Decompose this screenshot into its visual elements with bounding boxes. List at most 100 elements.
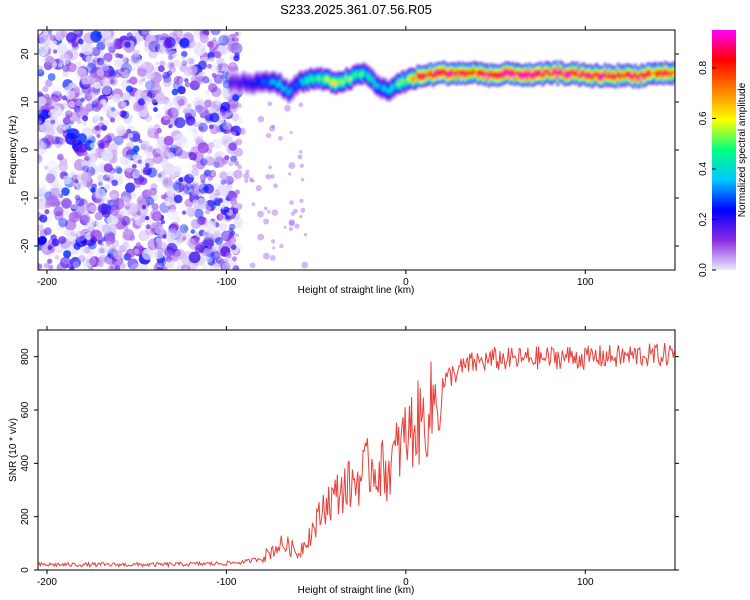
noise-cell — [128, 133, 133, 138]
noise-cell — [209, 57, 214, 62]
noise-cell — [48, 112, 52, 116]
noise-cell — [264, 206, 268, 210]
noise-cell — [67, 63, 76, 72]
noise-cell — [272, 209, 279, 216]
noise-cell — [250, 262, 256, 268]
noise-cell — [86, 63, 96, 73]
spectrogram-y-tick-label: 10 — [20, 96, 31, 108]
noise-cell — [132, 67, 137, 72]
noise-cell — [204, 110, 208, 114]
colorbar-tick-label: 0.8 — [698, 61, 709, 75]
noise-cell — [219, 171, 227, 179]
noise-cell — [211, 171, 216, 176]
snr-plot-area — [38, 343, 674, 567]
noise-cell — [123, 229, 135, 241]
colorbar-tick-label: 0.2 — [698, 212, 709, 226]
noise-cell — [299, 150, 303, 154]
noise-cell — [257, 211, 264, 218]
noise-cell — [98, 181, 103, 186]
noise-cell — [245, 170, 249, 174]
noise-cell — [133, 50, 140, 57]
noise-cell — [200, 174, 207, 181]
noise-cell — [301, 178, 305, 182]
noise-cell — [50, 105, 54, 109]
noise-cell — [80, 98, 85, 103]
noise-cell — [220, 188, 229, 197]
noise-cell — [97, 246, 108, 257]
noise-cell — [90, 142, 96, 148]
noise-cell — [121, 111, 129, 119]
spectrogram-y-label: Frequency (Hz) — [8, 116, 19, 185]
noise-cell — [266, 133, 271, 138]
noise-cell — [163, 75, 171, 83]
noise-cell — [116, 168, 122, 174]
noise-cell — [232, 256, 237, 261]
noise-cell — [185, 82, 191, 88]
noise-cell — [300, 164, 304, 168]
spectrogram-y-tick-label: 20 — [20, 48, 31, 60]
noise-cell — [299, 102, 304, 107]
noise-cell — [68, 101, 75, 108]
noise-cell — [165, 201, 170, 206]
noise-cell — [223, 207, 229, 213]
noise-cell — [179, 224, 188, 233]
noise-cell — [174, 195, 183, 204]
noise-cell — [82, 115, 88, 121]
noise-cell — [235, 189, 240, 194]
noise-cell — [155, 143, 166, 154]
noise-cell — [133, 180, 141, 188]
noise-cell — [77, 133, 87, 143]
noise-cell — [258, 116, 264, 122]
noise-cell — [153, 107, 158, 112]
noise-cell — [174, 117, 185, 128]
noise-cell — [212, 138, 223, 149]
noise-cell — [177, 238, 184, 245]
noise-cell — [219, 109, 226, 116]
noise-cell — [198, 142, 209, 153]
noise-cell — [161, 194, 166, 199]
colorbar: 0.0 0.2 0.4 0.6 0.8 Normalized spectral ampl… — [698, 30, 748, 277]
noise-cell — [270, 255, 276, 261]
noise-cell — [87, 93, 98, 104]
noise-cell — [142, 249, 153, 260]
noise-cell — [204, 100, 212, 108]
colorbar-label: Normalized spectral amplitude — [737, 82, 748, 217]
noise-cell — [82, 121, 87, 126]
noise-cell — [228, 161, 233, 166]
noise-cell — [235, 32, 239, 36]
noise-cell — [140, 210, 144, 214]
noise-cell — [138, 196, 142, 200]
noise-cell — [213, 231, 220, 238]
noise-cell — [63, 250, 71, 258]
noise-cell — [107, 43, 115, 51]
noise-cell — [38, 236, 47, 245]
noise-cell — [109, 224, 118, 233]
noise-cell — [103, 136, 108, 141]
noise-cell — [54, 206, 64, 216]
noise-cell — [207, 41, 214, 48]
noise-cell — [115, 53, 120, 58]
noise-cell — [165, 37, 176, 48]
noise-cell — [109, 70, 116, 77]
noise-cell — [146, 151, 153, 158]
noise-cell — [226, 133, 231, 138]
noise-cell — [170, 229, 179, 238]
noise-cell — [130, 95, 136, 101]
noise-cell — [288, 162, 295, 169]
spectrogram-x-tick-label: -100 — [216, 277, 236, 288]
noise-cell — [158, 65, 165, 72]
noise-cell — [66, 32, 77, 43]
noise-cell — [86, 202, 97, 213]
noise-cell — [173, 146, 183, 156]
noise-cell — [45, 173, 55, 183]
noise-cell — [109, 246, 116, 253]
noise-cell — [57, 43, 68, 54]
noise-cell — [102, 209, 111, 218]
noise-cell — [120, 263, 126, 269]
noise-cell — [121, 102, 126, 107]
noise-cell — [49, 34, 56, 41]
noise-cell — [228, 62, 238, 72]
noise-cell — [186, 207, 195, 216]
noise-cell — [115, 125, 126, 136]
noise-cell — [226, 252, 232, 258]
